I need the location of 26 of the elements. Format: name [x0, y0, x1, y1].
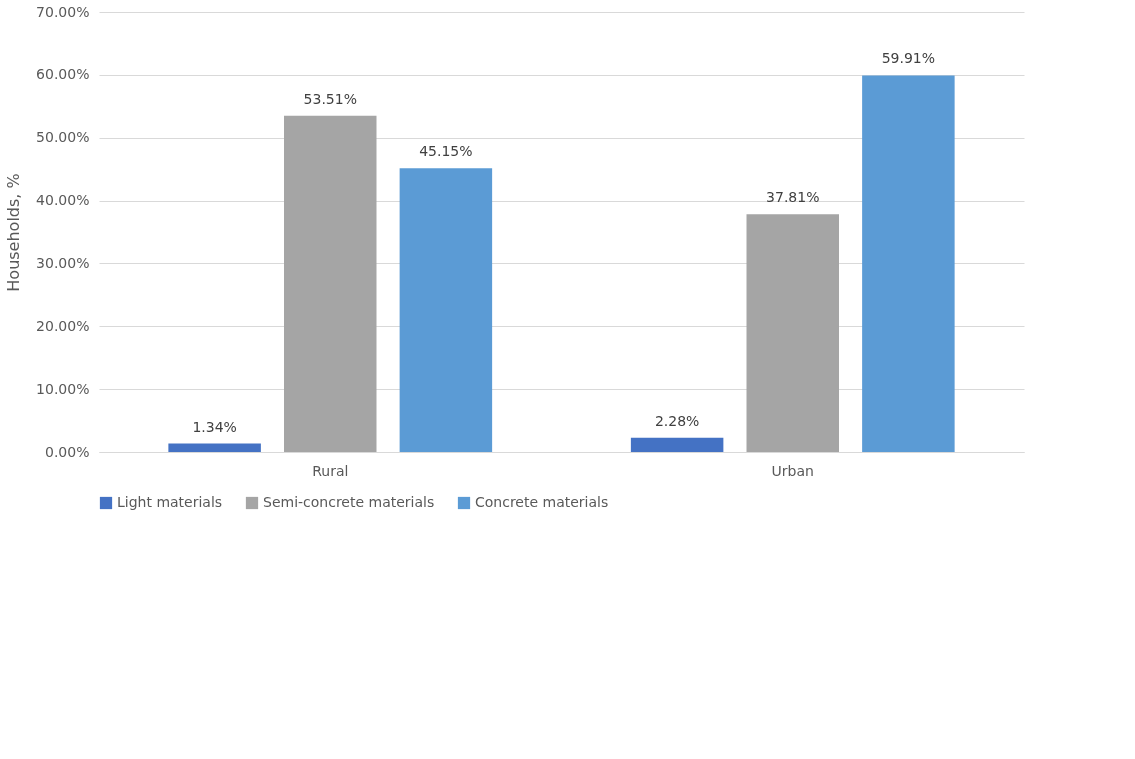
y-tick-label: 70.00% [36, 3, 90, 20]
y-tick-label: 30.00% [36, 254, 90, 271]
legend-label: Light materials [117, 494, 223, 510]
y-tick-label: 40.00% [36, 192, 90, 209]
data-label: 53.51% [303, 90, 357, 107]
y-tick-label: 10.00% [36, 380, 90, 397]
data-label: 59.91% [881, 50, 936, 67]
bar [284, 115, 377, 452]
bar [746, 214, 839, 452]
bar [399, 168, 493, 452]
y-tick-label: 50.00% [36, 129, 90, 146]
bar [862, 75, 955, 452]
data-label: 2.28% [654, 412, 700, 429]
y-tick-label: 60.00% [36, 66, 90, 83]
data-label: 1.34% [192, 418, 237, 435]
x-tick-label: Urban [771, 462, 814, 479]
bar [630, 437, 724, 452]
bar [168, 443, 261, 452]
y-tick-label: 0.00% [45, 443, 90, 460]
legend-label: Concrete materials [475, 494, 609, 510]
legend-label: Semi-concrete materials [263, 494, 435, 510]
data-label: 37.81% [766, 189, 820, 206]
y-tick-label: 20.00% [36, 317, 90, 334]
y-axis-title: Households, % [4, 173, 24, 292]
x-tick-label: Rural [312, 462, 349, 479]
data-label: 45.15% [419, 143, 473, 160]
